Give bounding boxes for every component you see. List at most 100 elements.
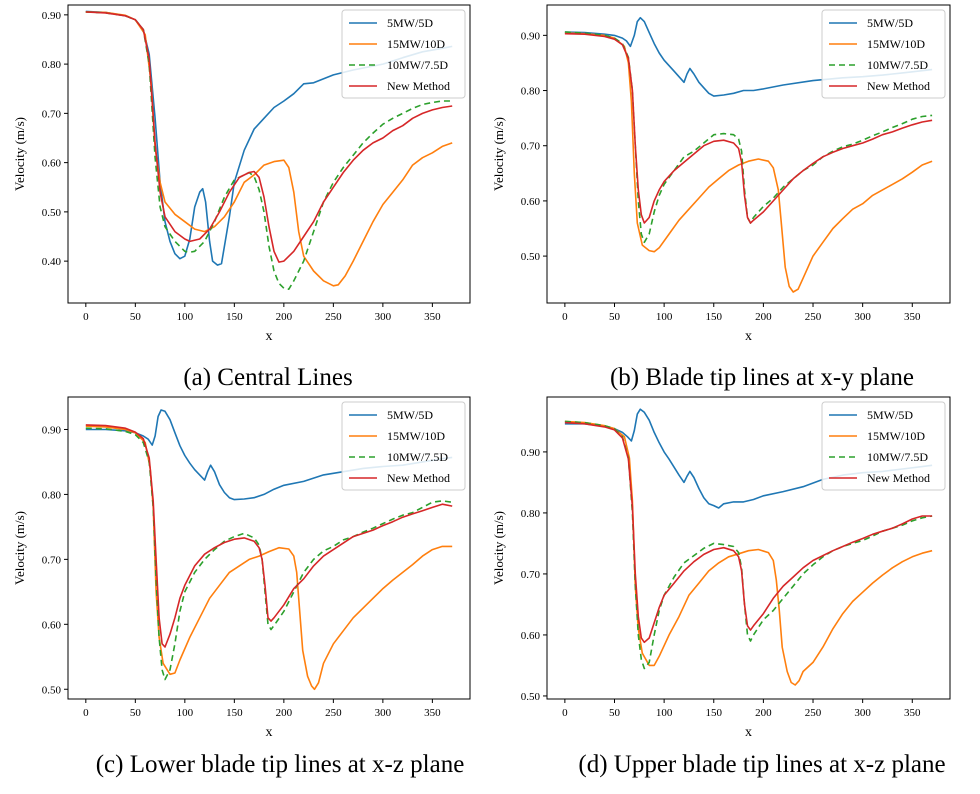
legend-label: New Method: [387, 79, 450, 93]
y-tick-label: 0.80: [42, 59, 62, 71]
legend-label: 10MW/7.5D: [387, 58, 448, 72]
x-tick-label: 350: [904, 707, 921, 719]
x-tick-label: 350: [424, 311, 441, 323]
x-tick-label: 250: [325, 707, 342, 719]
y-tick-label: 0.80: [521, 86, 541, 98]
x-tick-label: 200: [276, 707, 293, 719]
plot-frame: [546, 396, 951, 700]
x-tick-label: 0: [562, 311, 568, 323]
x-tick-label: 200: [755, 311, 772, 323]
x-tick-label: 50: [609, 311, 621, 323]
legend-label: 10MW/7.5D: [867, 450, 928, 464]
legend-label: 5MW/5D: [867, 408, 913, 422]
x-tick-label: 250: [325, 311, 342, 323]
legend-label: New Method: [387, 471, 450, 485]
x-tick-label: 300: [854, 707, 871, 719]
y-axis-label: Velocity (m/s): [12, 117, 27, 191]
x-tick-label: 150: [226, 707, 243, 719]
x-tick-label: 350: [424, 707, 441, 719]
legend-label: 10MW/7.5D: [387, 450, 448, 464]
y-axis-label: Velocity (m/s): [12, 511, 27, 585]
y-axis-label: Velocity (m/s): [491, 117, 506, 191]
panel-caption: (d) Upper blade tip lines at x-z plane: [578, 751, 945, 778]
x-tick-label: 150: [706, 311, 723, 323]
y-tick-label: 0.70: [521, 569, 541, 581]
y-tick-label: 0.60: [521, 630, 541, 642]
y-tick-label: 0.80: [521, 508, 541, 520]
x-tick-label: 300: [375, 707, 392, 719]
y-tick-label: 0.90: [42, 424, 62, 436]
legend: 5MW/5D 15MW/10D 10MW/7.5D New Method: [821, 401, 946, 491]
y-tick-label: 0.60: [521, 196, 541, 208]
plot-frame: [546, 4, 951, 304]
x-tick-label: 50: [609, 707, 621, 719]
x-tick-label: 300: [854, 311, 871, 323]
plot-frame: [67, 4, 471, 304]
x-tick-label: 300: [375, 311, 392, 323]
y-tick-label: 0.50: [42, 207, 62, 219]
legend-box: [821, 9, 946, 99]
y-tick-label: 0.90: [521, 447, 541, 459]
x-tick-label: 0: [83, 311, 89, 323]
legend-label: 15MW/10D: [867, 37, 925, 51]
panel-caption: (b) Blade tip lines at x-y plane: [610, 364, 914, 391]
y-tick-label: 0.60: [42, 619, 62, 631]
x-axis-label: x: [745, 725, 752, 740]
legend-label: 15MW/10D: [867, 429, 925, 443]
legend: 5MW/5D 15MW/10D 10MW/7.5D New Method: [821, 9, 946, 99]
y-tick-label: 0.90: [42, 10, 62, 22]
x-tick-label: 250: [805, 707, 822, 719]
y-tick-label: 0.70: [42, 554, 62, 566]
y-tick-label: 0.80: [42, 489, 62, 501]
legend-box: [821, 401, 946, 491]
series-line-snew: [85, 11, 453, 263]
panel-caption: (a) Central Lines: [183, 364, 352, 391]
y-tick-label: 0.50: [521, 691, 541, 703]
series-line-snew: [564, 32, 933, 224]
x-tick-label: 0: [83, 707, 89, 719]
series-line-s15: [564, 32, 933, 293]
x-axis-label: x: [266, 329, 273, 344]
y-tick-label: 0.50: [521, 251, 541, 263]
chart-panel-3: 0 50 100 150 200 250 300 350 0.50 0.60 0.70 0.80 0.9…: [491, 396, 951, 778]
legend-label: New Method: [867, 79, 930, 93]
legend-label: 5MW/5D: [387, 16, 433, 30]
legend: 5MW/5D 15MW/10D 10MW/7.5D New Method: [341, 401, 466, 491]
y-axis-label: Velocity (m/s): [491, 511, 506, 585]
x-tick-label: 100: [656, 707, 673, 719]
x-tick-label: 250: [805, 311, 822, 323]
series-line-s5: [85, 409, 453, 501]
series-line-s5: [564, 16, 933, 97]
series-line-snew: [85, 424, 453, 648]
chart-panel-1: 0 50 100 150 200 250 300 350 0.50 0.60 0.70 0.80 0.9…: [491, 4, 951, 391]
x-axis-label: x: [266, 725, 273, 740]
y-tick-label: 0.70: [42, 108, 62, 120]
legend-label: New Method: [867, 471, 930, 485]
plot-frame: [67, 396, 471, 700]
x-tick-label: 100: [177, 707, 194, 719]
chart-panel-2: 0 50 100 150 200 250 300 350 0.50 0.60 0.70 0.80 0.9…: [12, 396, 471, 778]
panel-caption: (c) Lower blade tip lines at x-z plane: [96, 751, 465, 778]
legend-label: 15MW/10D: [387, 37, 445, 51]
x-axis-label: x: [745, 329, 752, 344]
legend: 5MW/5D 15MW/10D 10MW/7.5D New Method: [341, 9, 466, 99]
y-tick-label: 0.90: [521, 30, 541, 42]
legend-label: 15MW/10D: [387, 429, 445, 443]
chart-panel-0: 0 50 100 150 200 250 300 350 0.40 0.50 0.60 0.70 0.8…: [12, 4, 471, 391]
series-line-s10: [85, 11, 453, 290]
series-line-s5: [564, 408, 933, 509]
y-tick-label: 0.50: [42, 684, 62, 696]
y-tick-label: 0.40: [42, 256, 62, 268]
legend-box: [341, 401, 466, 491]
x-tick-label: 200: [276, 311, 293, 323]
x-tick-label: 50: [130, 311, 142, 323]
legend-box: [341, 9, 466, 99]
x-tick-label: 350: [904, 311, 921, 323]
legend-label: 5MW/5D: [867, 16, 913, 30]
x-tick-label: 100: [177, 311, 194, 323]
y-tick-label: 0.60: [42, 158, 62, 170]
series-line-snew: [564, 421, 933, 644]
x-tick-label: 150: [226, 311, 243, 323]
legend-label: 5MW/5D: [387, 408, 433, 422]
